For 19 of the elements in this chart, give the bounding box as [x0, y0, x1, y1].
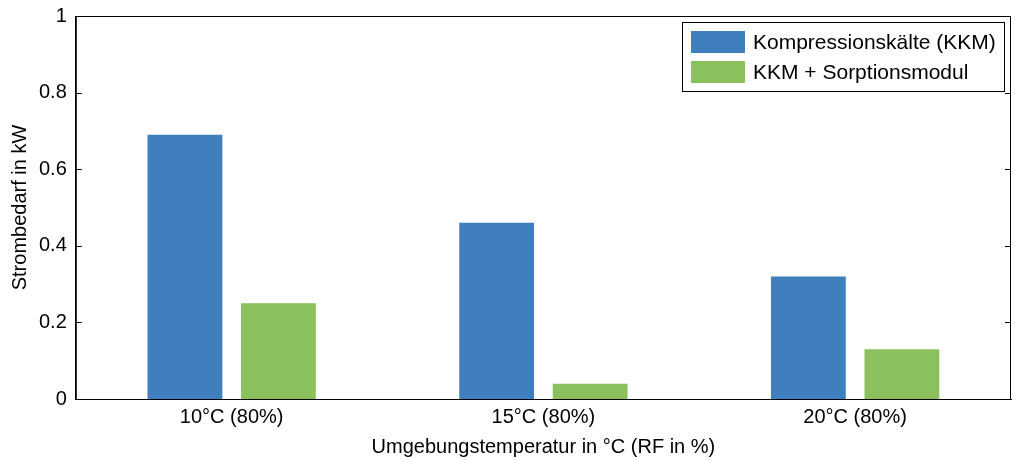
y-tick-label: 0.8: [38, 80, 67, 103]
y-tick-label: 0.4: [38, 233, 67, 256]
legend-label: Kompressionskälte (KKM): [753, 30, 996, 54]
bar: [241, 303, 316, 399]
y-tick-label: 0.2: [38, 309, 67, 332]
bar: [770, 276, 846, 399]
x-tick-label: 15°C (80%): [491, 404, 596, 427]
y-tick-label: 1: [55, 3, 67, 26]
bar: [864, 349, 940, 399]
y-tick-label: 0: [55, 386, 67, 409]
bar: [552, 383, 628, 399]
x-tick-label: 10°C (80%): [179, 404, 284, 427]
x-tick-label: 20°C (80%): [803, 404, 907, 427]
bar: [147, 134, 223, 399]
legend-label: KKM + Sorptionsmodul: [753, 60, 969, 84]
y-axis-title: Strombedarf in kW: [7, 124, 30, 291]
x-axis-title: Umgebungstemperatur in °C (RF in %): [371, 434, 716, 457]
y-tick-label: 0.6: [38, 156, 67, 179]
bar: [459, 222, 535, 399]
